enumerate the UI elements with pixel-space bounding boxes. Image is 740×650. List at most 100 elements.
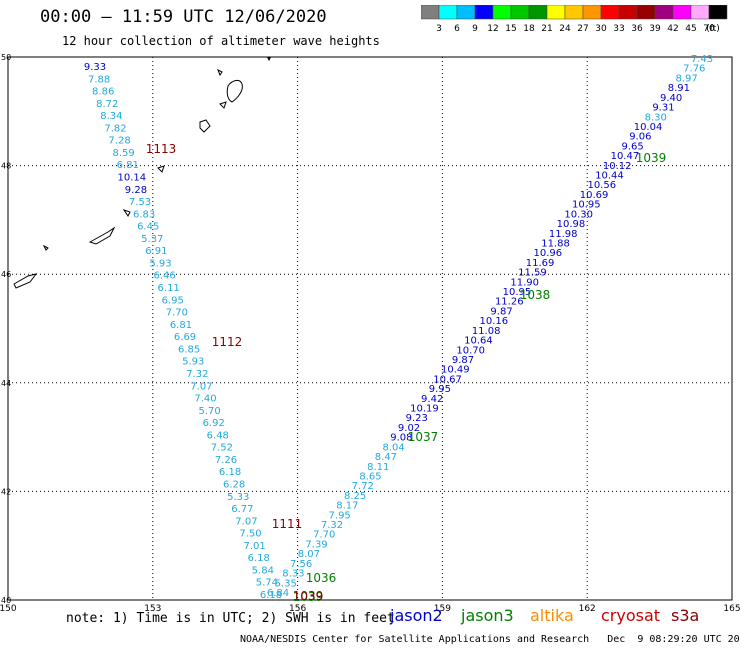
swh-value: 8.47 — [375, 452, 397, 463]
satellite-legend-jason2: jason2 — [390, 606, 443, 625]
credit-line: NOAA/NESDIS Center for Satellite Applica… — [240, 634, 740, 645]
pass-label: 1038 — [520, 288, 551, 302]
swh-value: 10.67 — [433, 374, 462, 385]
colorbar-tick-label: 3 — [436, 24, 442, 34]
swh-value: 10.44 — [595, 171, 624, 182]
swh-value: 6.46 — [153, 271, 175, 282]
colorbar-tick-label: 21 — [541, 24, 552, 34]
swh-value: 7.43 — [691, 54, 713, 65]
swh-value: 9.28 — [125, 185, 147, 196]
satellite-legend-altika: altika — [530, 606, 574, 625]
swh-value: 7.72 — [352, 481, 374, 492]
altimeter-tracks: 9.337.888.868.728.347.827.288.596.8110.1… — [84, 54, 713, 604]
swh-value: 9.40 — [660, 93, 682, 104]
swh-value: 7.50 — [239, 529, 261, 540]
swh-value: 6.85 — [178, 344, 200, 355]
swh-value: 9.95 — [429, 384, 451, 395]
swh-value: 10.70 — [456, 345, 485, 356]
swh-value: 6.18 — [248, 553, 270, 564]
swh-value: 10.56 — [587, 180, 616, 191]
swh-value: 7.95 — [329, 510, 351, 521]
swh-value: 7.07 — [190, 381, 212, 392]
lat-tick-label: 42 — [1, 487, 11, 496]
swh-value: 5.35 — [275, 578, 297, 589]
chart-subtitle: 12 hour collection of altimeter wave hei… — [62, 34, 380, 48]
swh-value: 11.88 — [541, 238, 570, 249]
swh-value: 5.74 — [256, 578, 278, 589]
swh-value: 11.26 — [495, 297, 524, 308]
swh-value: 6.69 — [174, 332, 196, 343]
lat-tick-label: 44 — [1, 379, 11, 388]
swh-value: 8.65 — [359, 471, 381, 482]
swh-value: 10.30 — [564, 209, 593, 220]
swh-value: 9.08 — [390, 433, 412, 444]
swh-value: 9.02 — [398, 423, 420, 434]
swh-value: 5.70 — [198, 406, 220, 417]
swh-value: 5.37 — [141, 234, 163, 245]
swh-value: 7.32 — [186, 369, 208, 380]
swh-value: 6.48 — [207, 430, 229, 441]
colorbar-tick-label: 45 — [685, 24, 696, 34]
swh-value: 6.81 — [117, 160, 139, 171]
swh-value: 10.49 — [441, 365, 470, 376]
swh-value: 8.59 — [113, 148, 135, 159]
swh-value: 10.19 — [410, 404, 439, 415]
colorbar-tick-label: 42 — [667, 24, 678, 34]
colorbar-tick-label: 36 — [631, 24, 643, 34]
swh-value: 10.64 — [464, 336, 493, 347]
pass-label: 1039 — [636, 151, 667, 165]
swh-value: 7.52 — [211, 443, 233, 454]
swh-value: 7.26 — [215, 455, 237, 466]
swh-value: 6.84 — [267, 588, 289, 599]
pass-label: 1112 — [212, 335, 243, 349]
pass-label: 1039 — [293, 590, 324, 604]
swh-value: 10.47 — [611, 151, 640, 162]
colorbar-tick-label: 15 — [505, 24, 516, 34]
swh-value: 6.83 — [133, 209, 155, 220]
lon-tick-label: 159 — [434, 604, 451, 614]
swh-value: 7.07 — [235, 516, 257, 527]
swh-value: 10.69 — [580, 190, 609, 201]
swh-value: 7.39 — [305, 539, 327, 550]
satellite-legend-cryosat: cryosat — [601, 606, 661, 625]
swh-value: 9.33 — [84, 62, 106, 73]
swh-value: 8.91 — [668, 83, 690, 94]
pass-label: 1111 — [272, 517, 303, 531]
colorbar-tick-label: 18 — [523, 24, 535, 34]
colorbar-tick-label: 12 — [487, 24, 498, 34]
satellite-legend-s3a: s3a — [671, 606, 700, 625]
swh-value: 8.97 — [675, 73, 697, 84]
colorbar: 3 6 9 12 15 18 21 24 27 30 33 36 39 42 45 70(ft) — [421, 5, 728, 34]
swh-value: 5.84 — [252, 565, 274, 576]
coastline — [13, 57, 271, 289]
swh-value: 7.76 — [683, 64, 705, 75]
swh-value: 9.87 — [452, 355, 474, 366]
swh-value: 8.11 — [367, 462, 389, 473]
swh-value: 9.06 — [629, 132, 651, 143]
swh-value: 9.31 — [652, 103, 674, 114]
swh-value: 7.70 — [313, 530, 335, 541]
lon-tick-label: 156 — [289, 604, 306, 614]
swh-value: 10.95 — [503, 287, 532, 298]
swh-value: 9.65 — [621, 141, 643, 152]
lat-tick-label: 46 — [1, 270, 11, 279]
lon-tick-label: 162 — [579, 604, 596, 614]
swh-value: 9.42 — [421, 394, 443, 405]
swh-value: 10.98 — [557, 219, 586, 230]
swh-value: 6.91 — [145, 246, 167, 257]
swh-value: 8.17 — [336, 501, 358, 512]
swh-value: 7.88 — [88, 74, 110, 85]
lat-tick-label: 48 — [1, 162, 11, 171]
swh-value: 8.33 — [282, 569, 304, 580]
lat-tick-label: 50 — [1, 53, 11, 62]
swh-value: 7.70 — [166, 308, 188, 319]
colorbar-tick-label: 9 — [472, 24, 478, 34]
swh-value: 5.93 — [182, 357, 204, 368]
swh-value: 11.69 — [526, 258, 555, 269]
swh-value: 9.87 — [490, 306, 512, 317]
map-frame — [7, 56, 733, 601]
lon-tick-label: 165 — [723, 604, 740, 614]
swh-value: 11.90 — [510, 277, 539, 288]
swh-value: 8.07 — [298, 549, 320, 560]
pass-label: 1037 — [408, 430, 439, 444]
